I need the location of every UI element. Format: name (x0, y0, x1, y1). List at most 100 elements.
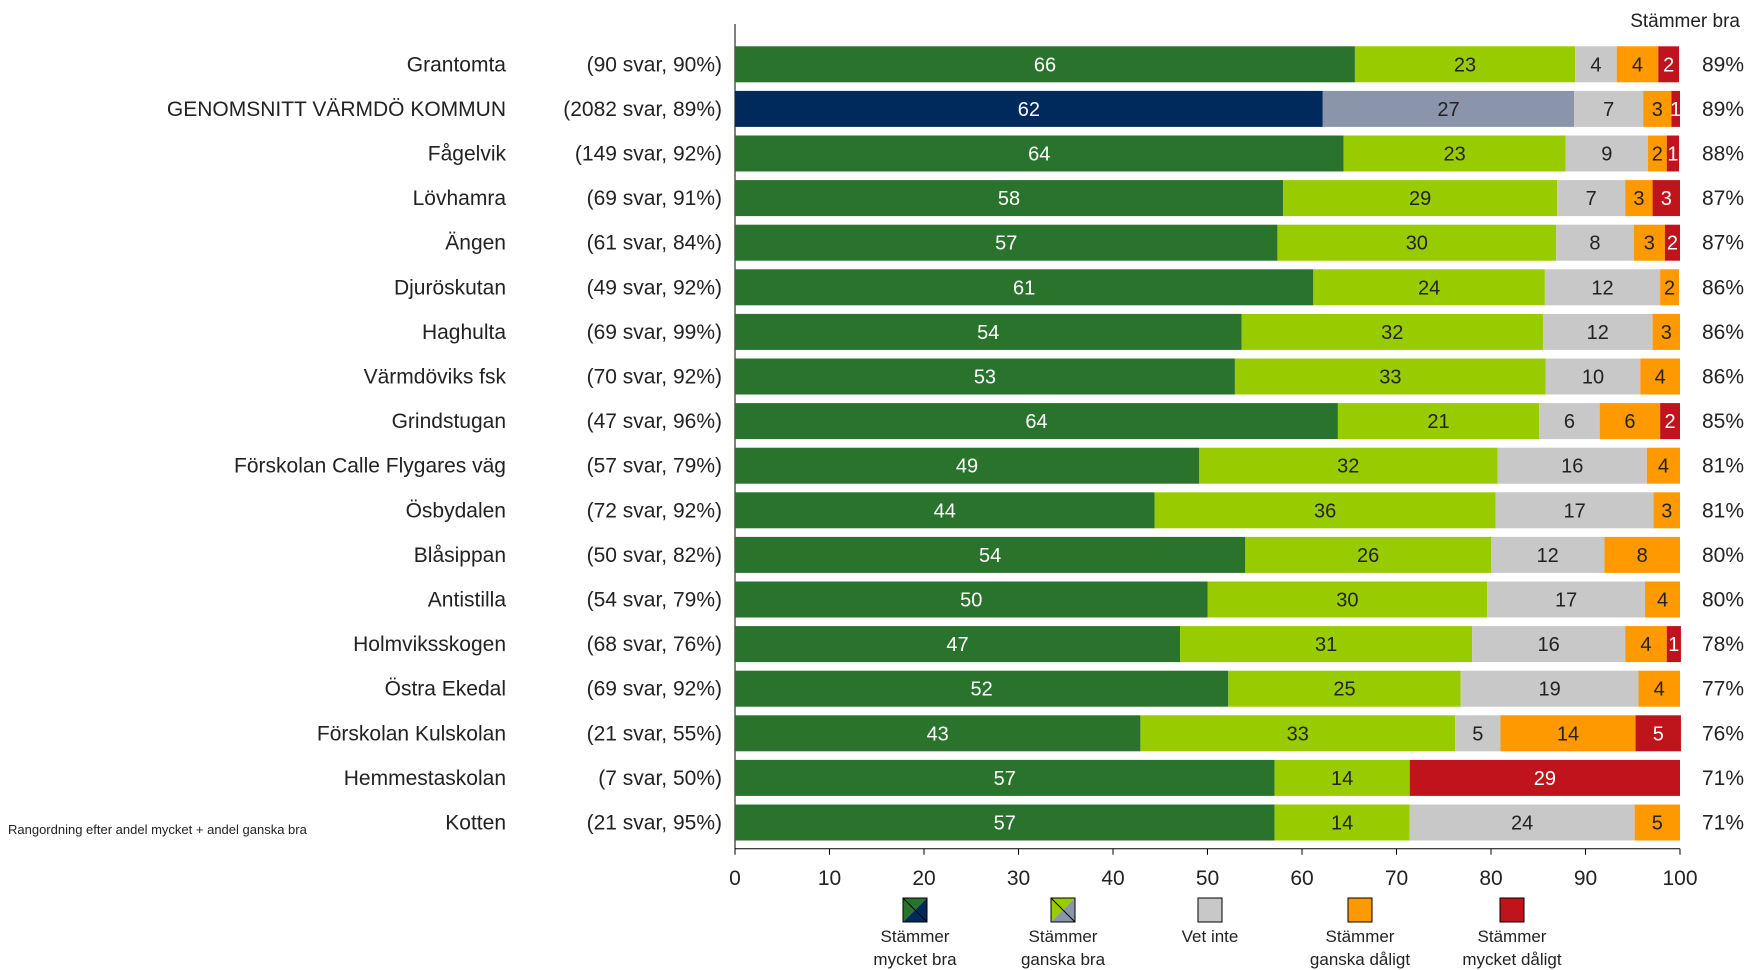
stammer-bra-value: 80% (1702, 589, 1744, 612)
bar-segment (1409, 759, 1680, 796)
bar-segment (1545, 358, 1641, 395)
stammer-bra-value: 87% (1702, 187, 1744, 210)
bar-value-label: 1 (1667, 144, 1678, 166)
bar-value-label: 33 (1287, 723, 1309, 745)
category-label: Ängen (445, 232, 506, 255)
bar-segment (1544, 269, 1661, 306)
bar-value-label: 27 (1437, 99, 1459, 121)
x-tick-label: 100 (1662, 867, 1697, 890)
bar-value-label: 49 (956, 456, 978, 478)
stammer-bra-value: 71% (1702, 767, 1744, 790)
response-count-label: (70 svar, 92%) (587, 366, 722, 389)
bar-value-label: 30 (1406, 233, 1428, 255)
bar-value-label: 16 (1538, 634, 1560, 656)
bar-segment (1343, 135, 1566, 172)
legend-label: Stämmer (1326, 927, 1395, 946)
bar-value-label: 58 (998, 188, 1020, 210)
bar-value-label: 52 (971, 679, 993, 701)
bar-value-label: 4 (1658, 456, 1669, 478)
bar-value-label: 61 (1013, 277, 1035, 299)
category-label: Kotten (445, 812, 506, 835)
bar-value-label: 23 (1454, 54, 1476, 76)
bar-segment (1575, 46, 1617, 83)
bar-value-label: 9 (1601, 144, 1612, 166)
response-count-label: (49 svar, 92%) (587, 276, 722, 299)
bar-segment (1460, 670, 1639, 707)
bar-value-label: 12 (1587, 322, 1609, 344)
bar-value-label: 1 (1670, 99, 1681, 121)
footnote: Rangordning efter andel mycket + andel g… (8, 822, 307, 837)
bar-value-label: 32 (1337, 456, 1359, 478)
bar-segment (735, 403, 1338, 440)
legend-swatch-divider (1050, 897, 1076, 923)
bar-segment (735, 358, 1235, 395)
category-label: Djuröskutan (394, 276, 506, 299)
category-label: Grindstugan (392, 410, 506, 433)
bar-value-label: 14 (1557, 723, 1579, 745)
bar-value-label: 6 (1624, 411, 1635, 433)
bar-segment (735, 46, 1355, 83)
legend-swatch-border (1050, 897, 1076, 923)
bar-segment (1274, 759, 1410, 796)
bar-value-label: 14 (1331, 768, 1353, 790)
bar-segment (1245, 536, 1491, 573)
bar-value-label: 17 (1555, 590, 1577, 612)
bar-value-label: 32 (1381, 322, 1403, 344)
category-label: Haghulta (422, 321, 506, 344)
bar-segment (1599, 403, 1661, 440)
response-count-label: (68 svar, 76%) (587, 633, 722, 656)
bar-segment (1671, 90, 1680, 127)
legend-label: ganska bra (1021, 950, 1106, 969)
right-column-header: Stämmer bra (1630, 11, 1740, 32)
bar-value-label: 24 (1418, 277, 1440, 299)
bar-segment (1646, 447, 1680, 484)
bar-segment (1625, 180, 1653, 217)
legend-label: Stämmer (1478, 927, 1547, 946)
bar-value-label: 5 (1472, 723, 1483, 745)
bar-segment (1497, 447, 1647, 484)
bar-segment (735, 626, 1181, 663)
bar-value-label: 5 (1653, 723, 1664, 745)
response-count-label: (57 svar, 79%) (587, 455, 722, 478)
bar-segment (735, 447, 1199, 484)
bar-segment (1565, 135, 1648, 172)
stammer-bra-value: 89% (1702, 98, 1744, 121)
bar-value-label: 4 (1657, 590, 1668, 612)
response-count-label: (54 svar, 79%) (587, 589, 722, 612)
bar-segment (735, 536, 1246, 573)
category-label: GENOMSNITT VÄRMDÖ KOMMUN (167, 98, 506, 121)
x-tick-label: 50 (1196, 867, 1219, 890)
response-count-label: (69 svar, 91%) (587, 187, 722, 210)
bar-value-label: 29 (1409, 188, 1431, 210)
bar-value-label: 4 (1655, 367, 1666, 389)
bar-value-label: 3 (1633, 188, 1644, 210)
bar-value-label: 24 (1511, 813, 1533, 835)
bar-segment (1653, 492, 1680, 529)
bar-value-label: 50 (960, 590, 982, 612)
bar-value-label: 47 (946, 634, 968, 656)
response-count-label: (7 svar, 50%) (598, 767, 722, 790)
bar-value-label: 2 (1663, 54, 1674, 76)
stammer-bra-value: 85% (1702, 410, 1744, 433)
bar-segment (1198, 447, 1498, 484)
bar-value-label: 57 (994, 768, 1016, 790)
bar-value-label: 57 (994, 813, 1016, 835)
legend-label: mycket dåligt (1462, 950, 1561, 969)
bar-segment (1500, 715, 1636, 752)
x-tick-label: 30 (1007, 867, 1030, 890)
stammer-bra-value: 86% (1702, 276, 1744, 299)
response-count-label: (2082 svar, 89%) (563, 98, 722, 121)
bar-value-label: 14 (1331, 813, 1353, 835)
category-label: Hemmestaskolan (344, 767, 506, 790)
bar-segment (1542, 313, 1653, 350)
stammer-bra-value: 81% (1702, 499, 1744, 522)
legend-label: ganska dåligt (1310, 950, 1410, 969)
bar-segment (1633, 224, 1665, 261)
bar-segment (1660, 269, 1680, 306)
bar-value-label: 62 (1018, 99, 1040, 121)
bar-value-label: 3 (1644, 233, 1655, 255)
bar-segment (1207, 581, 1488, 618)
bar-segment (1666, 135, 1680, 172)
bar-segment (735, 759, 1275, 796)
bar-value-label: 64 (1025, 411, 1047, 433)
